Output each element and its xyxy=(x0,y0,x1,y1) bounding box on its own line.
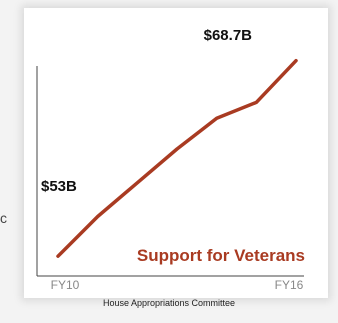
data-point-fy12 xyxy=(136,181,139,184)
cropped-text-fragment: c xyxy=(0,210,7,226)
chart-card xyxy=(24,8,328,298)
annotation-end-value: $68.7B xyxy=(204,27,253,44)
data-point-fy14 xyxy=(215,117,218,120)
source-caption: House Appropriations Committee xyxy=(102,298,236,308)
x-tick-label-end: FY16 xyxy=(275,278,304,292)
data-point-fy15 xyxy=(255,101,258,104)
x-tick-label-start: FY10 xyxy=(51,278,80,292)
data-point-fy13 xyxy=(175,147,179,151)
data-point-fy16 xyxy=(294,59,298,62)
data-points xyxy=(56,59,298,258)
chart-title: Support for Veterans xyxy=(137,246,305,265)
series-line-veterans-support xyxy=(56,58,298,258)
data-point-fy11 xyxy=(96,215,99,218)
annotation-start-value: $53B xyxy=(41,178,77,195)
data-point-fy10 xyxy=(56,255,60,258)
